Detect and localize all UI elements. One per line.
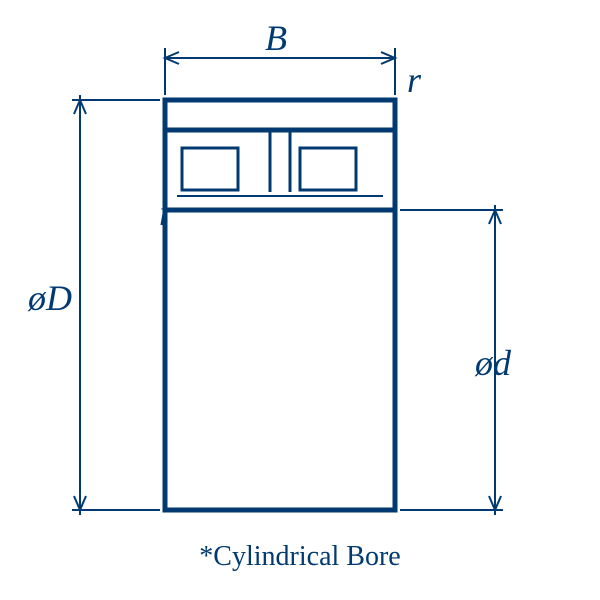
bearing-cross-section-diagram: BøD ød r r *Cylindrical Bore	[0, 0, 600, 600]
label-chamfer-r-inner: r	[159, 193, 174, 233]
label-outer-diameter-D: øD	[27, 278, 72, 318]
label-chamfer-r-outer: r	[407, 60, 422, 100]
label-bore-diameter-d: ød	[474, 343, 512, 383]
caption-cylindrical-bore: *Cylindrical Bore	[199, 541, 400, 572]
label-width-B: B	[265, 18, 287, 58]
